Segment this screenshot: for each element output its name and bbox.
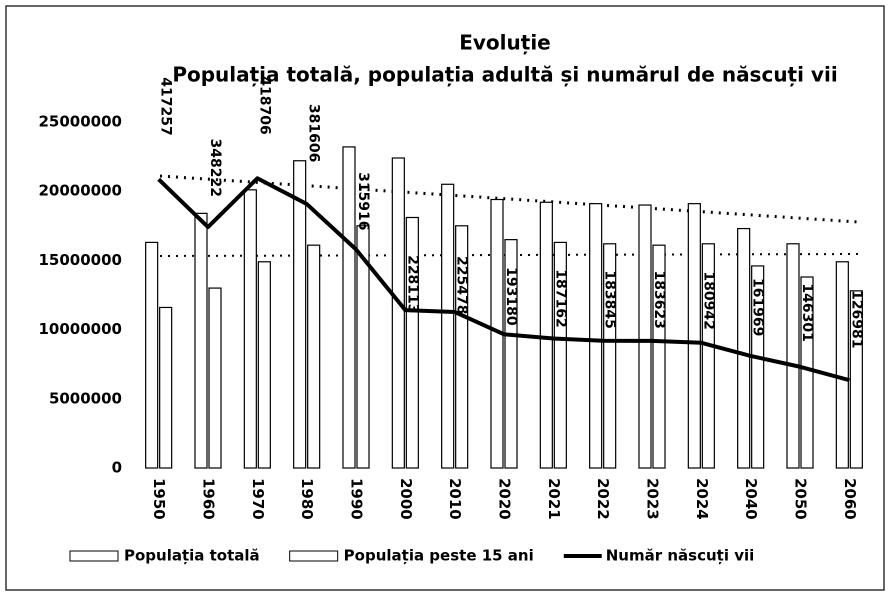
bar (786, 243, 800, 469)
bar (687, 203, 701, 469)
bar (603, 243, 617, 469)
bar (405, 216, 419, 469)
bar (356, 225, 370, 469)
data-label: 146301 (799, 283, 815, 341)
x-tick-label: 2000 (397, 478, 415, 520)
data-label: 381606 (306, 104, 322, 162)
bar (835, 261, 849, 469)
bar (208, 287, 222, 469)
x-tick-label: 1990 (348, 478, 366, 520)
data-label: 348222 (207, 139, 223, 197)
data-label: 417257 (158, 77, 174, 135)
y-tick-label: 15000000 (39, 251, 123, 269)
chart-subtitle: Populația totală, populația adultă și nu… (172, 63, 837, 87)
x-tick-label: 1970 (249, 478, 267, 520)
data-label: 228113 (404, 255, 420, 313)
y-tick-label: 0 (112, 459, 122, 477)
bar (504, 239, 518, 469)
bar (307, 244, 321, 469)
line (157, 176, 850, 383)
bar (701, 243, 715, 469)
data-label: 418706 (256, 76, 272, 134)
data-label: 126981 (848, 290, 864, 348)
x-tick-label: 2021 (545, 478, 563, 520)
data-label: 225478 (454, 256, 470, 314)
x-tick-label: 2022 (594, 478, 612, 520)
x-tick-label: 2050 (792, 478, 810, 520)
bar (539, 201, 553, 469)
bar (293, 160, 307, 469)
data-label: 180942 (700, 271, 716, 329)
x-tick-label: 2060 (841, 478, 859, 520)
bar (441, 183, 455, 469)
x-tick-label: 1980 (298, 478, 316, 520)
bar (194, 212, 208, 469)
data-label: 315916 (355, 172, 371, 230)
bar (145, 241, 159, 469)
data-label: 187162 (552, 269, 568, 327)
legend-swatch (289, 550, 339, 562)
data-label: 183623 (651, 270, 667, 328)
legend-label: Populația peste 15 ani (344, 547, 534, 565)
bar (638, 204, 652, 469)
x-tick-label: 2023 (644, 478, 662, 520)
bar (257, 261, 271, 469)
x-tick-label: 2010 (446, 478, 464, 520)
y-tick-label: 25000000 (39, 113, 123, 131)
chart-title: Evoluție (459, 31, 551, 55)
y-tick-label: 20000000 (39, 182, 123, 200)
bar (159, 306, 173, 469)
bar (553, 241, 567, 469)
x-tick-label: 1950 (150, 478, 168, 520)
bar (737, 227, 751, 469)
bar (391, 157, 405, 469)
legend-swatch (69, 550, 119, 562)
y-tick-label: 10000000 (39, 320, 123, 338)
bar (589, 203, 603, 469)
data-label: 193180 (503, 267, 519, 326)
bar (800, 276, 814, 469)
legend-label: Număr născuți vii (606, 547, 755, 565)
bar (652, 244, 666, 469)
bar (342, 146, 356, 469)
data-label: 183845 (602, 270, 618, 328)
x-tick-label: 2024 (693, 478, 711, 520)
bar (849, 290, 863, 469)
bar (751, 265, 765, 469)
x-tick-label: 2040 (742, 478, 760, 520)
y-tick-label: 5000000 (49, 389, 122, 407)
x-tick-label: 2020 (496, 478, 514, 520)
bar (455, 225, 469, 469)
data-label: 161969 (750, 278, 766, 336)
bar (243, 189, 257, 469)
legend-label: Populația totală (124, 547, 260, 565)
x-tick-label: 1960 (200, 478, 218, 520)
